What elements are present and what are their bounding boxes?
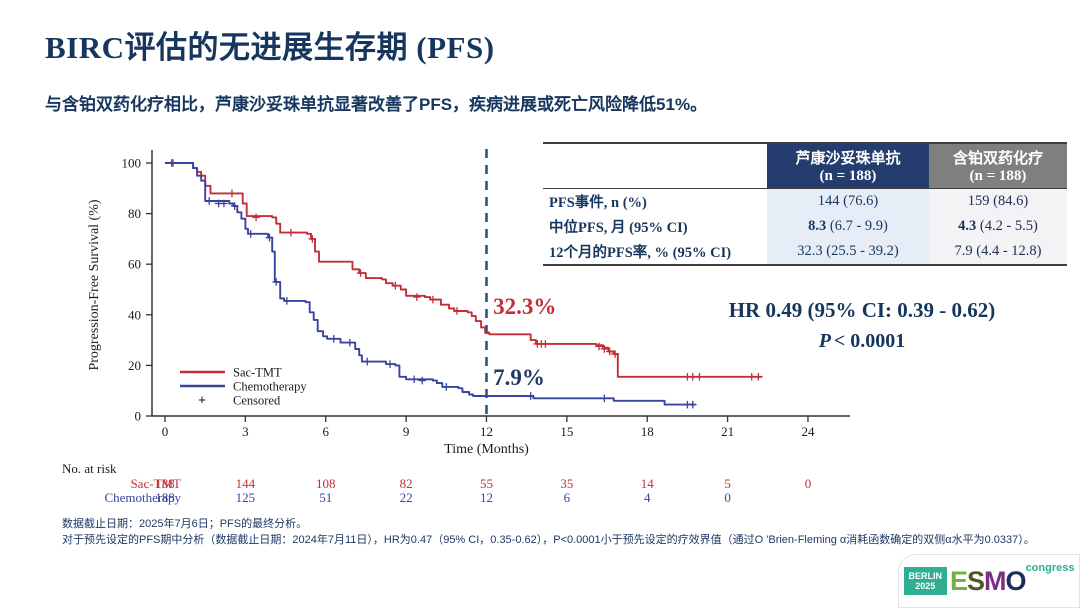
risk-value: 0 (724, 490, 731, 505)
summary-cell: 144 (76.6) (767, 188, 929, 214)
risk-value: 51 (319, 490, 333, 505)
km-chart: 0 3 6 9 12 15 18 21 24 0 20 40 60 80 100 Time (Months) P… (87, 149, 850, 457)
risk-value: 4 (643, 490, 651, 505)
risk-value: 108 (315, 476, 336, 491)
risk-value: 5 (724, 476, 731, 491)
p-rest: < 0.0001 (833, 330, 906, 352)
page-title: BIRC评估的无进展生存期 (PFS) (45, 30, 495, 65)
esmo-letter: E (950, 565, 968, 596)
x-tick-label: 3 (242, 424, 249, 439)
x-tick-label: 9 (403, 424, 410, 439)
risk-row-label: Chemotherapy (104, 490, 181, 505)
summary-header-chemo: 含铂双药化疗 (n = 188) (929, 143, 1067, 189)
risk-value: 14 (640, 476, 654, 491)
y-axis-label: Progression-Free Survival (%) (87, 199, 102, 370)
summary-row-label: 中位PFS, 月 (95% CI) (549, 220, 688, 236)
summary-cell: 8.3 (6.7 - 9.9) (767, 214, 929, 239)
x-tick-label: 15 (560, 424, 573, 439)
risk-value: 82 (399, 476, 413, 491)
hazard-ratio-text: HR 0.49 (95% CI: 0.39 - 0.62) (728, 298, 996, 322)
summary-row: 中位PFS, 月 (95% CI) 8.3 (6.7 - 9.9) 4.3 (4.2… (543, 214, 1067, 239)
km-curve-chemotherapy (165, 162, 696, 406)
esmo-congress-logo: BERLIN 2025 ESMO congress (898, 554, 1080, 608)
risk-value: 144 (235, 476, 256, 491)
risk-value: 12 (479, 490, 493, 505)
summary-cell: 159 (84.6) (929, 188, 1067, 214)
badge-city: BERLIN (908, 570, 943, 581)
legend-label: Chemotherapy (233, 380, 307, 394)
landmark-annotation-0: 32.3% (493, 294, 556, 319)
x-tick-label: 24 (801, 424, 815, 439)
esmo-letter: S (967, 565, 985, 596)
arm2-name: 含铂双药化疗 (952, 151, 1043, 167)
y-tick-label: 0 (135, 409, 142, 424)
arm2-n: (n = 188) (969, 168, 1027, 184)
risk-heading: No. at risk (62, 461, 117, 476)
summary-cell: 4.3 (4.2 - 5.5) (929, 214, 1067, 239)
y-tick-label: 40 (128, 307, 141, 322)
badge-year: 2025 (915, 581, 936, 591)
risk-row-label: Sac-TMT (130, 476, 181, 491)
x-axis-label: Time (Months) (444, 442, 529, 457)
summary-cell: 32.3 (25.5 - 39.2) (767, 239, 929, 265)
risk-value: 0 (804, 476, 812, 491)
hr-stats: HR 0.49 (95% CI: 0.39 - 0.62) P < 0.0001 (688, 298, 1036, 353)
subtitle: 与含铂双药化疗相比，芦康沙妥珠单抗显著改善了PFS，疾病进展或死亡风险降低51%… (45, 95, 708, 114)
y-tick-label: 80 (128, 206, 141, 221)
esmo-letters: ESMO (950, 565, 1027, 596)
risk-value: 125 (235, 490, 256, 505)
risk-value: 22 (399, 490, 413, 505)
footnote-2: 对于预先设定的PFS期中分析（数据截止日期：2024年7月11日），HR为0.4… (62, 534, 1035, 546)
y-tick-label: 100 (122, 156, 142, 171)
number-at-risk-table: No. at risk Sac-TMT 188 144 108 82 55 35 14 5 0 Ch… (60, 459, 890, 509)
legend-plus-icon: + (198, 394, 206, 409)
risk-row: Chemotherapy 188 125 51 22 12 6 4 0 (60, 490, 890, 505)
x-tick-label: 0 (162, 424, 169, 439)
p-value-text: P < 0.0001 (688, 330, 1036, 353)
summary-table: 芦康沙妥珠单抗 (n = 188) 含铂双药化疗 (n = 188) PFS事件… (543, 142, 1067, 266)
x-tick-label: 6 (322, 424, 329, 439)
risk-row: Sac-TMT 188 144 108 82 55 35 14 5 0 (60, 476, 890, 491)
footnote-1: 数据截止日期：2025年7月6日；PFS的最终分析。 (62, 518, 308, 530)
congress-label: congress (1025, 562, 1075, 574)
km-curve-sac-tmt (165, 162, 763, 378)
summary-cell: 7.9 (4.4 - 12.8) (929, 239, 1067, 265)
legend-label: Sac-TMT (233, 366, 282, 380)
risk-value: 188 (155, 490, 175, 505)
arm1-name: 芦康沙妥珠单抗 (795, 151, 901, 167)
summary-row: PFS事件, n (%) 144 (76.6) 159 (84.6) (543, 188, 1067, 214)
risk-value: 55 (479, 476, 493, 491)
p-label: P (818, 330, 831, 352)
summary-row-label: PFS事件, n (%) (549, 195, 647, 211)
berlin-2025-badge: BERLIN 2025 (903, 566, 948, 596)
x-tick-label: 12 (480, 424, 493, 439)
footnotes: 数据截止日期：2025年7月6日；PFS的最终分析。 对于预先设定的PFS期中分… (62, 516, 1035, 548)
landmark-annotation-1: 7.9% (493, 365, 545, 390)
legend-label: Censored (233, 394, 281, 408)
x-tick-label: 21 (721, 424, 734, 439)
arm1-n: (n = 188) (819, 168, 877, 184)
y-tick-label: 20 (128, 358, 141, 373)
summary-header-empty (543, 143, 767, 189)
risk-value: 6 (563, 490, 571, 505)
esmo-letter: O (1005, 565, 1027, 596)
x-tick-label: 18 (641, 424, 654, 439)
esmo-letter: M (984, 565, 1006, 596)
risk-value: 35 (560, 476, 574, 491)
summary-header-sac-tmt: 芦康沙妥珠单抗 (n = 188) (767, 143, 929, 189)
risk-value: 188 (155, 476, 175, 491)
summary-row-label: 12个月的PFS率, % (95% CI) (549, 245, 732, 261)
summary-row: 12个月的PFS率, % (95% CI) 32.3 (25.5 - 39.2) 7… (543, 239, 1067, 265)
y-tick-label: 60 (128, 257, 141, 272)
